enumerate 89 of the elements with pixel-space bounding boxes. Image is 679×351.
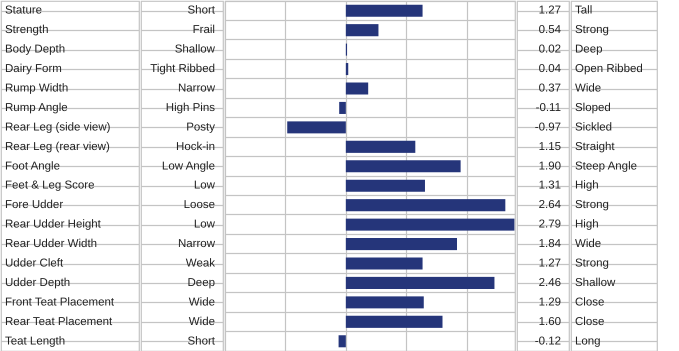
bar: [346, 24, 378, 36]
category-label: Wide: [188, 296, 215, 308]
y-tick-label: Foot Angle: [5, 160, 60, 172]
y-tick-label: Rump Angle: [5, 102, 68, 114]
y-tick-label: Stature: [5, 4, 42, 17]
data-label: 2.79: [538, 218, 561, 231]
category-label: Short: [188, 4, 215, 17]
bar: [338, 335, 346, 348]
y2-tick-label: Strong: [575, 24, 609, 36]
bar: [346, 140, 416, 153]
data-label: 1.15: [538, 140, 561, 153]
data-label: 1.27: [538, 258, 561, 270]
y-tick-label: Rump Width: [5, 82, 68, 94]
category-label: Frail: [192, 24, 215, 36]
y-tick-label: Feet & Leg Score: [5, 180, 94, 192]
data-label: -0.11: [536, 102, 561, 114]
category-label: Narrow: [178, 82, 215, 94]
bar: [346, 63, 348, 76]
bar: [346, 199, 506, 212]
category-label: Weak: [186, 258, 215, 270]
bar: [339, 102, 346, 114]
y2-tick-label: Sloped: [575, 102, 611, 114]
bar: [346, 276, 494, 289]
y-tick-label: Udder Depth: [5, 276, 70, 289]
category-label: Posty: [186, 121, 215, 134]
data-label: 1.60: [538, 316, 561, 328]
y2-tick-label: Strong: [575, 199, 609, 212]
category-label: High Pins: [166, 102, 215, 114]
y2-tick-label: High: [575, 218, 599, 231]
data-label: 2.64: [538, 199, 562, 212]
y-tick-label: Dairy Form: [5, 63, 62, 76]
bar: [346, 296, 424, 308]
y-tick-label: Front Teat Placement: [5, 296, 115, 308]
y2-tick-label: Close: [575, 316, 604, 328]
data-label: 1.29: [538, 296, 561, 308]
bar: [346, 238, 457, 250]
y-tick-label: Rear Leg (rear view): [5, 140, 110, 153]
category-label: Narrow: [178, 238, 215, 250]
y2-tick-label: Wide: [575, 238, 602, 250]
y2-tick-label: Shallow: [575, 276, 616, 289]
bar: [346, 4, 423, 17]
data-label: 0.54: [538, 24, 562, 36]
bar: [287, 121, 346, 134]
bar: [346, 316, 442, 328]
data-label: 0.04: [538, 63, 562, 76]
data-label: 1.31: [538, 180, 561, 192]
data-label: 0.02: [538, 44, 561, 56]
category-label: Tight Ribbed: [150, 63, 215, 76]
y-tick-label: Body Depth: [5, 44, 66, 56]
y2-tick-label: Wide: [575, 82, 602, 94]
data-label: 2.46: [538, 276, 561, 289]
y2-tick-label: Long: [575, 335, 601, 348]
category-label: Low Angle: [162, 160, 215, 172]
y-tick-label: Strength: [5, 24, 48, 36]
y-tick-label: Udder Cleft: [5, 258, 64, 270]
data-label: 1.27: [538, 4, 561, 17]
data-label: 0.37: [538, 82, 561, 94]
y2-tick-label: Straight: [575, 140, 616, 153]
y2-tick-label: Close: [575, 296, 604, 308]
data-label: 1.84: [538, 238, 562, 250]
bar: [346, 180, 425, 192]
bar: [346, 160, 461, 172]
bar: [346, 257, 423, 270]
y-tick-label: Teat Length: [5, 335, 66, 348]
category-label: Wide: [188, 316, 215, 328]
category-label: Hock-in: [176, 140, 215, 153]
y2-tick-label: Strong: [575, 258, 609, 270]
y2-tick-label: High: [575, 180, 599, 192]
y-tick-label: Rear Teat Placement: [5, 316, 113, 328]
data-label: -0.97: [534, 121, 561, 134]
bar: [346, 218, 514, 231]
y2-tick-label: Deep: [575, 44, 602, 56]
category-label: Low: [194, 218, 215, 231]
y2-tick-label: Steep Angle: [575, 160, 638, 172]
y2-tick-label: Tall: [575, 4, 592, 17]
category-label: Deep: [188, 276, 215, 289]
category-label: Short: [188, 335, 215, 348]
y-tick-label: Rear Udder Width: [5, 238, 98, 250]
category-label: Low: [194, 180, 215, 192]
bar: [346, 82, 368, 95]
data-label: 1.90: [538, 160, 561, 172]
y2-tick-label: Open Ribbed: [575, 63, 643, 76]
y-tick-label: Rear Leg (side view): [5, 121, 111, 134]
y-tick-label: Rear Udder Height: [5, 218, 102, 231]
data-label: -0.12: [534, 335, 561, 348]
y-tick-label: Fore Udder: [5, 199, 64, 212]
y2-tick-label: Sickled: [575, 121, 612, 134]
category-label: Shallow: [174, 44, 215, 56]
category-label: Loose: [184, 199, 215, 212]
